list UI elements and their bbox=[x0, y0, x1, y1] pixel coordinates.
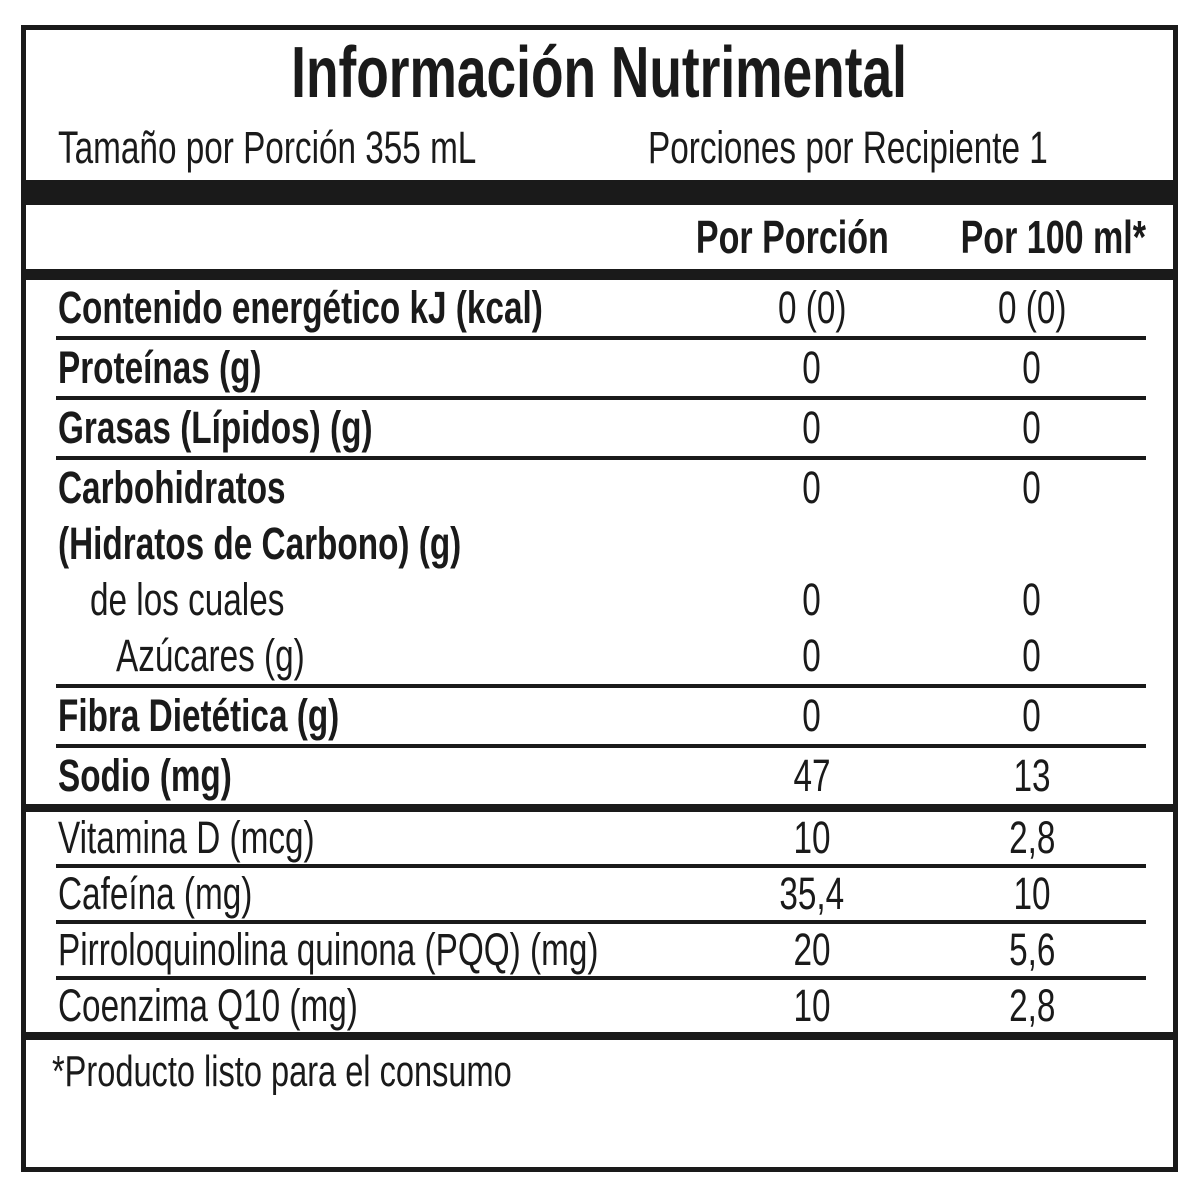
nutrient-value-per-serving: 0 bbox=[802, 630, 822, 681]
supplements-divider bbox=[26, 804, 1173, 812]
nutrient-value-per-100ml: 0 bbox=[1022, 402, 1042, 453]
table-row: Proteínas (g) 0 0 bbox=[26, 340, 1173, 396]
nutrient-value-per-100ml: 0 bbox=[1022, 462, 1042, 513]
supplement-value-per-100ml: 10 bbox=[1013, 868, 1051, 919]
nutrient-name: Grasas (Lípidos) (g) bbox=[58, 402, 373, 453]
row-divider bbox=[56, 456, 1146, 460]
serving-size: Tamaño por Porción 355 mL bbox=[58, 122, 648, 174]
supplement-value-per-serving: 10 bbox=[793, 812, 831, 863]
table-row-continuation: (Hidratos de Carbono) (g) bbox=[26, 516, 1173, 572]
row-divider bbox=[56, 920, 1146, 924]
table-row: Cafeína (mg) 35,4 10 bbox=[26, 868, 1173, 920]
table-row: Coenzima Q10 (mg) 10 2,8 bbox=[26, 980, 1173, 1032]
servings-per-container-text: Porciones por Recipiente 1 bbox=[648, 122, 1048, 173]
supplement-name: Coenzima Q10 (mg) bbox=[58, 980, 358, 1031]
row-divider bbox=[56, 744, 1146, 748]
nutrient-value-per-100ml: 13 bbox=[1013, 750, 1051, 801]
footnote-divider bbox=[26, 1032, 1173, 1040]
nutrient-value-per-serving: 0 bbox=[802, 690, 822, 741]
table-row: Sodio (mg) 47 13 bbox=[26, 748, 1173, 804]
table-row: Grasas (Lípidos) (g) 0 0 bbox=[26, 400, 1173, 456]
row-divider bbox=[56, 976, 1146, 980]
nutrient-value-per-100ml: 0 bbox=[1022, 574, 1042, 625]
supplement-name: Vitamina D (mcg) bbox=[58, 812, 315, 863]
bottom-spacer bbox=[26, 1104, 1173, 1167]
nutrition-facts-label: Información Nutrimental Tamaño por Porci… bbox=[21, 25, 1178, 1172]
table-row: Contenido energético kJ (kcal) 0 (0) 0 (… bbox=[26, 280, 1173, 336]
table-row: Azúcares (g) 0 0 bbox=[26, 628, 1173, 684]
servings-per-container: Porciones por Recipiente 1 bbox=[648, 122, 1151, 174]
supplement-value-per-100ml: 2,8 bbox=[1008, 980, 1056, 1031]
nutrient-name: Azúcares (g) bbox=[116, 630, 305, 681]
nutrient-value-per-100ml: 0 bbox=[1022, 630, 1042, 681]
nutrient-value-per-serving: 0 bbox=[802, 342, 822, 393]
footnote: *Producto listo para el consumo bbox=[26, 1040, 1173, 1104]
serving-size-text: Tamaño por Porción 355 mL bbox=[58, 122, 477, 173]
nutrient-value-per-serving: 0 bbox=[802, 402, 822, 453]
nutrient-value-per-100ml: 0 (0) bbox=[997, 282, 1067, 333]
nutrient-value-per-serving: 0 bbox=[802, 462, 822, 513]
supplement-value-per-serving: 20 bbox=[793, 924, 831, 975]
title-text: Información Nutrimental bbox=[291, 33, 908, 113]
supplement-value-per-100ml: 2,8 bbox=[1008, 812, 1056, 863]
nutrient-value-per-serving: 0 (0) bbox=[777, 282, 847, 333]
table-row: de los cuales 0 0 bbox=[26, 572, 1173, 628]
supplement-name: Cafeína (mg) bbox=[58, 868, 253, 919]
header-divider-thick bbox=[26, 180, 1173, 205]
table-row: Carbohidratos 0 0 bbox=[26, 460, 1173, 516]
nutrient-name: Proteínas (g) bbox=[58, 342, 262, 393]
nutrient-value-per-100ml: 0 bbox=[1022, 690, 1042, 741]
nutrient-name-line2: (Hidratos de Carbono) (g) bbox=[58, 518, 462, 569]
row-divider bbox=[56, 864, 1146, 868]
supplement-value-per-serving: 35,4 bbox=[779, 868, 845, 919]
table-row: Fibra Dietética (g) 0 0 bbox=[26, 688, 1173, 744]
supplement-table: Vitamina D (mcg) 10 2,8 Cafeína (mg) 35,… bbox=[26, 812, 1173, 1032]
supplement-value-per-serving: 10 bbox=[793, 980, 831, 1031]
nutrient-value-per-serving: 0 bbox=[802, 574, 822, 625]
column-header-per-serving: Por Porción bbox=[695, 211, 889, 263]
nutrient-name: Contenido energético kJ (kcal) bbox=[58, 282, 543, 333]
row-divider bbox=[56, 396, 1146, 400]
column-header-divider bbox=[26, 269, 1173, 280]
nutrient-name: Fibra Dietética (g) bbox=[58, 690, 340, 741]
supplement-name: Pirroloquinolina quinona (PQQ) (mg) bbox=[58, 924, 599, 975]
label-header: Información Nutrimental Tamaño por Porci… bbox=[26, 30, 1173, 180]
column-header-row: Por Porción Por 100 ml* bbox=[26, 205, 1173, 269]
nutrient-table: Contenido energético kJ (kcal) 0 (0) 0 (… bbox=[26, 280, 1173, 804]
table-row: Vitamina D (mcg) 10 2,8 bbox=[26, 812, 1173, 864]
footnote-text: *Producto listo para el consumo bbox=[52, 1047, 512, 1096]
nutrient-value-per-100ml: 0 bbox=[1022, 342, 1042, 393]
row-divider bbox=[56, 684, 1146, 688]
table-row: Pirroloquinolina quinona (PQQ) (mg) 20 5… bbox=[26, 924, 1173, 976]
row-divider bbox=[56, 336, 1146, 340]
supplement-value-per-100ml: 5,6 bbox=[1008, 924, 1056, 975]
nutrient-value-per-serving: 47 bbox=[793, 750, 831, 801]
serving-info-row: Tamaño por Porción 355 mL Porciones por … bbox=[26, 116, 1173, 180]
nutrient-name: de los cuales bbox=[90, 574, 285, 625]
page-title: Información Nutrimental bbox=[26, 30, 1173, 116]
column-header-per-100ml: Por 100 ml* bbox=[960, 211, 1147, 263]
nutrient-name: Carbohidratos bbox=[58, 462, 286, 513]
nutrient-name: Sodio (mg) bbox=[58, 750, 232, 801]
